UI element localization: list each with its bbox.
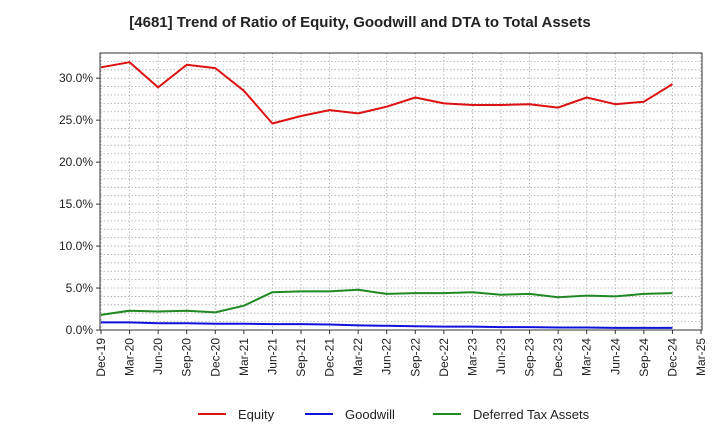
x-tick-label: Jun-20 <box>151 338 165 375</box>
y-tick-label: 20.0% <box>59 155 93 169</box>
x-tick-label: Dec-19 <box>94 338 108 377</box>
y-tick-label: 30.0% <box>59 71 93 85</box>
x-tick-label: Mar-20 <box>123 338 137 376</box>
x-tick-label: Dec-24 <box>665 338 679 377</box>
x-tick-label: Sep-23 <box>523 338 537 377</box>
x-tick-label: Mar-21 <box>237 338 251 376</box>
x-tick-label: Jun-21 <box>265 338 279 375</box>
x-tick-label: Mar-25 <box>694 338 708 376</box>
x-tick-label: Jun-23 <box>494 338 508 375</box>
x-tick-label: Jun-24 <box>608 338 622 375</box>
plot-area-frame <box>99 52 703 331</box>
x-tick-label: Dec-23 <box>551 338 565 377</box>
legend-label: Deferred Tax Assets <box>473 407 590 422</box>
series-line-deferred-tax-assets <box>100 288 673 316</box>
x-tick-label: Sep-24 <box>637 338 651 377</box>
series-line-equity <box>100 61 673 125</box>
x-tick-label: Dec-20 <box>208 338 222 377</box>
chart-title: [4681] Trend of Ratio of Equity, Goodwil… <box>129 14 591 31</box>
y-tick-label: 15.0% <box>59 197 93 211</box>
x-tick-label: Dec-21 <box>323 338 337 377</box>
x-tick-label: Sep-21 <box>294 338 308 377</box>
y-tick-label: 25.0% <box>59 113 93 127</box>
x-tick-label: Mar-24 <box>580 338 594 376</box>
y-tick-label: 0.0% <box>66 323 94 337</box>
x-tick-label: Sep-22 <box>408 338 422 377</box>
y-tick-label: 5.0% <box>66 281 94 295</box>
x-tick-label: Jun-22 <box>380 338 394 375</box>
x-tick-label: Mar-23 <box>465 338 479 376</box>
y-tick-label: 10.0% <box>59 239 93 253</box>
legend-label: Goodwill <box>345 407 395 422</box>
x-tick-label: Mar-22 <box>351 338 365 376</box>
legend-label: Equity <box>238 407 275 422</box>
x-tick-label: Sep-20 <box>180 338 194 377</box>
x-tick-label: Dec-22 <box>437 338 451 377</box>
series-line-goodwill <box>101 321 673 329</box>
